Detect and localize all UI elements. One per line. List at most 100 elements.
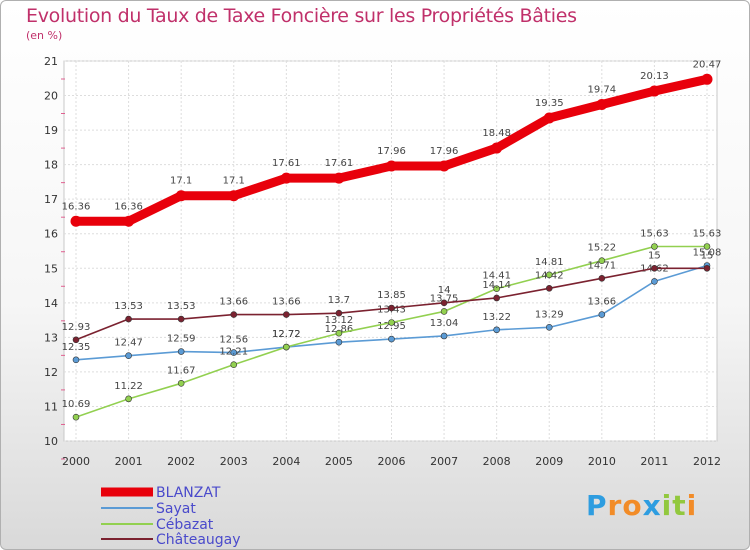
x-tick-label: 2012 [693, 455, 721, 468]
point-blanzat [175, 190, 187, 202]
data-label: 17.1 [170, 176, 192, 187]
point-châteaugay [230, 311, 238, 318]
point-sayat [125, 352, 132, 359]
legend-label: Sayat [156, 501, 196, 517]
point-sayat [335, 338, 343, 346]
data-label: 14.81 [535, 257, 564, 268]
proxiti-logo: Proxiti [586, 489, 697, 522]
data-label: 17.96 [377, 146, 406, 157]
point-sayat [651, 278, 658, 285]
logo-letter: o [622, 489, 643, 522]
data-label: 16.36 [114, 201, 143, 212]
y-tick-label: 13 [44, 331, 58, 344]
logo-letter: P [586, 489, 608, 522]
data-label: 14.41 [482, 271, 511, 282]
point-cébazat [177, 380, 185, 387]
point-sayat [598, 311, 606, 318]
point-cébazat [493, 285, 500, 292]
point-cébazat [283, 343, 290, 351]
x-tick-label: 2001 [115, 455, 143, 468]
data-label: 13.85 [377, 290, 406, 301]
plot-area [63, 60, 718, 442]
y-tick-label: 15 [44, 262, 58, 275]
data-label: 15 [701, 250, 714, 261]
x-tick-label: 2002 [167, 455, 195, 468]
legend-label: BLANZAT [156, 485, 221, 501]
data-label: 10.69 [62, 399, 91, 410]
data-label: 13.66 [588, 297, 617, 308]
point-châteaugay [598, 274, 606, 282]
data-label: 12.35 [62, 342, 91, 353]
data-label: 19.74 [588, 85, 617, 96]
point-sayat [177, 348, 185, 355]
data-label: 12.95 [377, 321, 406, 332]
data-label: 12.93 [62, 322, 91, 333]
point-cébazat [651, 243, 658, 250]
point-blanzat [123, 215, 135, 227]
logo-letter: t [672, 489, 687, 522]
y-tick-label: 16 [44, 228, 58, 241]
data-label: 13.66 [219, 297, 248, 308]
data-label: 17.96 [430, 146, 459, 157]
x-tick-label: 2006 [378, 455, 406, 468]
point-sayat [440, 332, 448, 340]
data-label: 19.35 [535, 98, 564, 109]
point-blanzat [438, 160, 450, 172]
y-tick-label: 21 [44, 55, 58, 68]
legend-label: Châteaugay [156, 532, 241, 548]
y-tick-label: 17 [44, 193, 58, 206]
chart-title: Evolution du Taux de Taxe Foncière sur l… [26, 5, 577, 27]
y-tick-label: 19 [44, 124, 58, 137]
data-label: 12.21 [219, 347, 248, 358]
point-cébazat [125, 395, 132, 403]
data-label: 13.66 [272, 297, 301, 308]
point-châteaugay [388, 304, 395, 312]
point-cébazat [440, 308, 448, 315]
x-tick-label: 2007 [430, 455, 458, 468]
data-label: 12.47 [114, 338, 143, 349]
data-label: 13.7 [328, 295, 350, 306]
y-axis-unit: (en %) [26, 29, 63, 42]
logo-letter: r [607, 489, 623, 522]
point-châteaugay [493, 294, 500, 302]
point-blanzat [280, 172, 292, 184]
y-tick-label: 10 [44, 435, 58, 448]
point-cébazat [598, 257, 606, 264]
point-châteaugay [651, 264, 658, 272]
point-châteaugay [335, 309, 343, 317]
data-label: 17.61 [272, 158, 301, 169]
data-label: 12.72 [272, 329, 301, 340]
data-label: 11.67 [167, 365, 196, 376]
logo-letter: i [661, 489, 673, 522]
point-châteaugay [703, 264, 711, 272]
data-label: 12.59 [167, 334, 196, 345]
point-châteaugay [545, 285, 553, 292]
data-label: 12.86 [325, 324, 354, 335]
point-blanzat [386, 160, 397, 172]
data-label: 20.47 [693, 59, 722, 70]
data-label: 13.53 [167, 301, 196, 312]
data-label: 15.63 [693, 229, 722, 240]
data-label: 16.36 [62, 201, 91, 212]
data-label: 13.29 [535, 309, 564, 320]
point-blanzat [228, 190, 240, 202]
data-label: 13.75 [430, 293, 459, 304]
y-tick-label: 12 [44, 366, 58, 379]
point-cébazat [72, 413, 80, 421]
point-châteaugay [440, 299, 448, 307]
point-châteaugay [125, 315, 132, 323]
point-blanzat [543, 112, 555, 124]
logo-letter: i [686, 489, 698, 522]
data-label: 15.22 [588, 243, 617, 254]
data-label: 18.48 [482, 128, 511, 139]
logo-letter: x [642, 489, 662, 522]
x-tick-label: 2010 [588, 455, 616, 468]
point-châteaugay [177, 315, 185, 323]
x-tick-label: 2011 [640, 455, 668, 468]
point-blanzat [333, 172, 345, 184]
point-blanzat [648, 85, 660, 97]
x-tick-label: 2008 [483, 455, 511, 468]
point-sayat [545, 324, 553, 331]
